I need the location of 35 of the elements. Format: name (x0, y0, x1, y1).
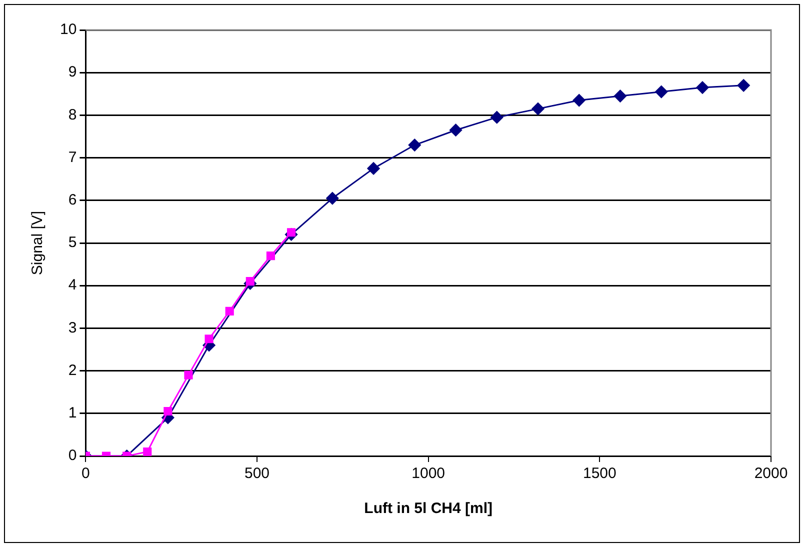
point (696, 81, 709, 94)
point (266, 251, 276, 260)
point (737, 79, 750, 92)
y-tick-label: 3 (68, 319, 77, 336)
x-tick-label: 1000 (412, 465, 446, 482)
y-tick-label: 10 (60, 21, 77, 38)
y-tick-label: 1 (68, 404, 77, 422)
y-axis-title: Signal [V] (29, 210, 46, 276)
x-axis-title: Luft in 5l CH4 [ml] (364, 500, 493, 518)
y-tick-label: 9 (68, 64, 77, 81)
x-tick-label: 1500 (582, 465, 616, 482)
y-tick-label: 7 (68, 148, 77, 166)
y-tick-label: 8 (68, 106, 77, 124)
y-tick-label: 6 (68, 192, 77, 209)
y-tick-label: 4 (68, 276, 77, 294)
x-tick-label: 0 (82, 465, 90, 482)
point (450, 124, 462, 136)
point (490, 111, 504, 124)
x-tick-label: 2000 (754, 465, 788, 482)
y-tick-label: 5 (68, 234, 77, 252)
point (164, 406, 172, 416)
point (326, 192, 339, 205)
y-tick-label: 0 (68, 447, 77, 464)
point (655, 86, 668, 98)
point (408, 138, 421, 152)
point (204, 334, 214, 344)
point (572, 94, 586, 107)
y-tick-label: 2 (68, 362, 77, 379)
point (532, 102, 544, 116)
point (367, 162, 380, 175)
point (184, 370, 193, 380)
x-tick-label: 500 (244, 465, 270, 482)
point (225, 306, 234, 316)
point (143, 447, 152, 456)
point (614, 90, 626, 102)
